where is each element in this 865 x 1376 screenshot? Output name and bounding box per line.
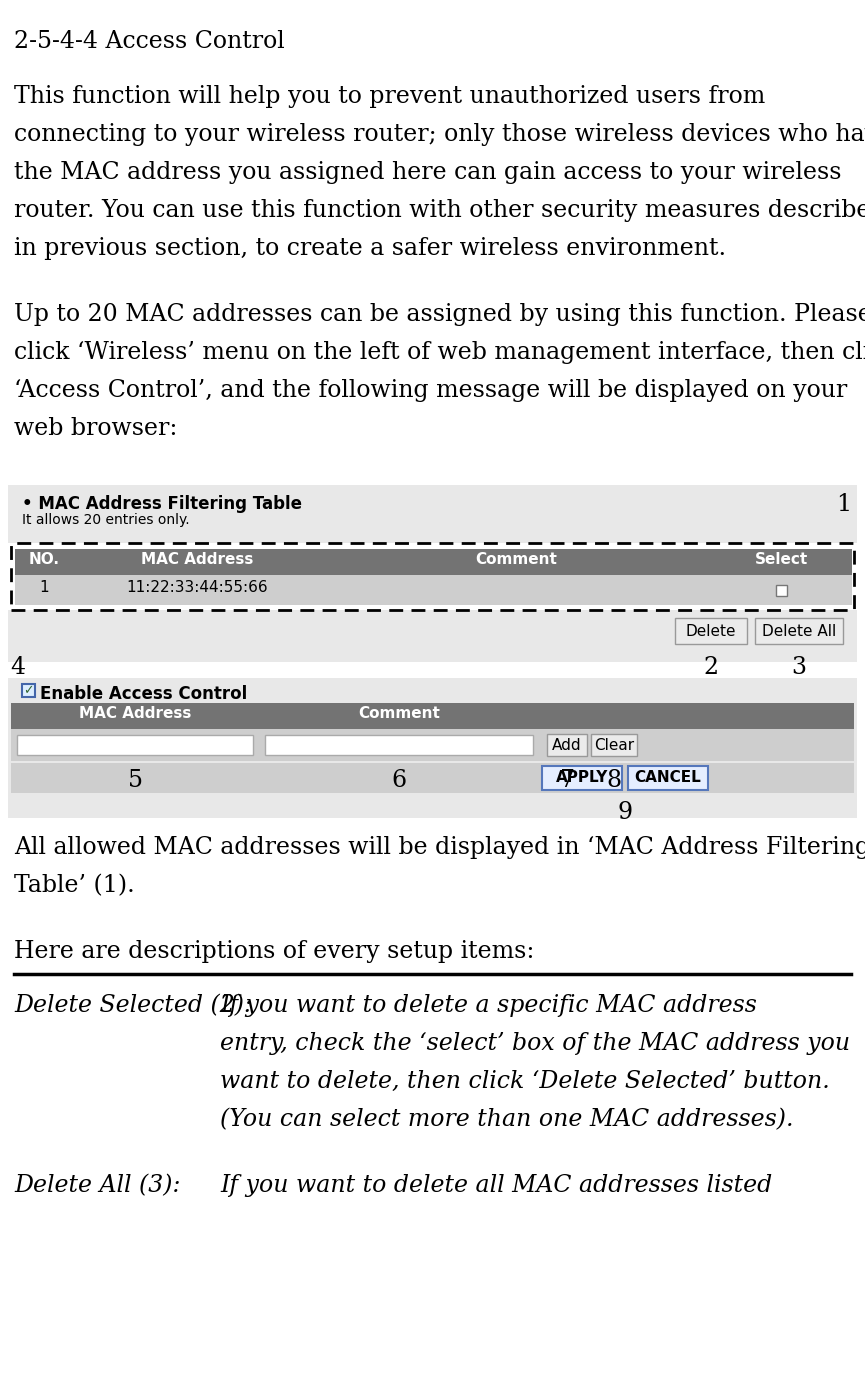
Bar <box>265 735 533 755</box>
Bar <box>628 766 708 790</box>
Text: router. You can use this function with other security measures described: router. You can use this function with o… <box>14 200 865 222</box>
Text: If you want to delete a specific MAC address: If you want to delete a specific MAC add… <box>220 993 757 1017</box>
Bar <box>547 733 587 755</box>
Text: Comment: Comment <box>475 552 557 567</box>
Text: want to delete, then click ‘Delete Selected’ button.: want to delete, then click ‘Delete Selec… <box>220 1071 830 1093</box>
Bar <box>22 684 35 698</box>
Text: Comment: Comment <box>358 706 440 721</box>
Text: It allows 20 entries only.: It allows 20 entries only. <box>22 513 189 527</box>
Text: NO.: NO. <box>29 552 60 567</box>
Text: 6: 6 <box>392 769 407 793</box>
Bar <box>17 735 253 755</box>
Text: 11:22:33:44:55:66: 11:22:33:44:55:66 <box>126 581 268 594</box>
Text: ‘Access Control’, and the following message will be displayed on your: ‘Access Control’, and the following mess… <box>14 378 847 402</box>
Text: All allowed MAC addresses will be displayed in ‘MAC Address Filtering: All allowed MAC addresses will be displa… <box>14 837 865 859</box>
Text: in previous section, to create a safer wireless environment.: in previous section, to create a safer w… <box>14 237 726 260</box>
Text: If you want to delete all MAC addresses listed: If you want to delete all MAC addresses … <box>220 1174 772 1197</box>
Bar <box>776 585 787 596</box>
Bar <box>8 610 857 662</box>
Text: This function will help you to prevent unauthorized users from: This function will help you to prevent u… <box>14 85 766 107</box>
Bar <box>15 575 852 605</box>
Text: 9: 9 <box>618 801 632 824</box>
Text: Here are descriptions of every setup items:: Here are descriptions of every setup ite… <box>14 940 535 963</box>
Text: the MAC address you assigned here can gain access to your wireless: the MAC address you assigned here can ga… <box>14 161 842 184</box>
Bar <box>8 484 857 544</box>
Bar <box>755 618 843 644</box>
Bar <box>11 703 854 729</box>
Text: CANCEL: CANCEL <box>635 771 702 786</box>
Text: Delete All (3):: Delete All (3): <box>14 1174 181 1197</box>
Text: Delete All: Delete All <box>762 623 836 638</box>
Text: Up to 20 MAC addresses can be assigned by using this function. Please: Up to 20 MAC addresses can be assigned b… <box>14 303 865 326</box>
Text: web browser:: web browser: <box>14 417 177 440</box>
Text: 8: 8 <box>606 769 622 793</box>
Text: • MAC Address Filtering Table: • MAC Address Filtering Table <box>22 495 302 513</box>
Text: 5: 5 <box>127 769 143 793</box>
Bar <box>11 729 854 761</box>
Text: entry, check the ‘select’ box of the MAC address you: entry, check the ‘select’ box of the MAC… <box>220 1032 850 1055</box>
Text: 1: 1 <box>39 581 48 594</box>
Text: 2: 2 <box>703 656 719 678</box>
Text: MAC Address: MAC Address <box>79 706 191 721</box>
Bar <box>675 618 747 644</box>
Text: click ‘Wireless’ menu on the left of web management interface, then click: click ‘Wireless’ menu on the left of web… <box>14 341 865 365</box>
Text: Enable Access Control: Enable Access Control <box>40 685 247 703</box>
Text: 3: 3 <box>791 656 806 678</box>
Bar <box>11 544 854 610</box>
Text: Table’ (1).: Table’ (1). <box>14 874 135 897</box>
Text: Select: Select <box>755 552 808 567</box>
Text: ✓: ✓ <box>23 684 34 698</box>
Text: 4: 4 <box>10 656 25 678</box>
Text: Delete Selected (2):: Delete Selected (2): <box>14 993 252 1017</box>
Bar <box>11 764 854 793</box>
Text: 2-5-4-4 Access Control: 2-5-4-4 Access Control <box>14 30 285 54</box>
Text: 7: 7 <box>560 769 574 793</box>
Bar <box>15 549 852 575</box>
Text: Delete: Delete <box>686 623 736 638</box>
Text: APPLY: APPLY <box>556 771 608 786</box>
Bar <box>591 733 637 755</box>
Bar <box>542 766 622 790</box>
Text: 1: 1 <box>836 493 851 516</box>
Bar <box>8 678 857 817</box>
Text: Clear: Clear <box>594 738 634 753</box>
Text: (You can select more than one MAC addresses).: (You can select more than one MAC addres… <box>220 1108 793 1131</box>
Text: MAC Address: MAC Address <box>141 552 253 567</box>
Text: Add: Add <box>552 738 582 753</box>
Text: connecting to your wireless router; only those wireless devices who have: connecting to your wireless router; only… <box>14 122 865 146</box>
